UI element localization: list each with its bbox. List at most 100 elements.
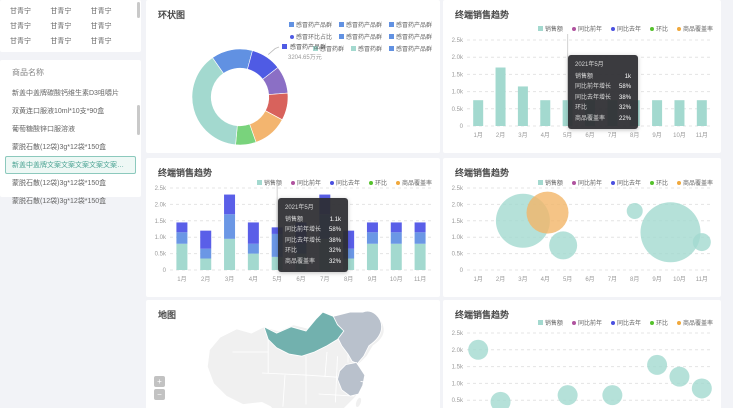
- product-item[interactable]: 双黄连口服液10ml*10支*90盒: [12, 108, 105, 115]
- legend-item[interactable]: 同比前年: [571, 178, 602, 187]
- product-item[interactable]: 新盖中盖牌文案文案文案文案文案文案...: [5, 156, 136, 174]
- region-item[interactable]: 甘青宁: [50, 8, 72, 15]
- svg-text:2月: 2月: [201, 276, 210, 283]
- product-scrollbar[interactable]: [137, 105, 140, 135]
- svg-text:9月: 9月: [652, 276, 661, 283]
- legend-item[interactable]: 感冒药产品群: [338, 20, 382, 29]
- region-item[interactable]: 甘青宁: [50, 38, 72, 45]
- tooltip-row: 同比去年增长 38%: [575, 93, 631, 104]
- region-item[interactable]: 甘青宁: [10, 8, 31, 15]
- region-item[interactable]: 甘青宁: [90, 23, 112, 30]
- donut-callout-label: 感冒药产品群: [282, 42, 326, 51]
- bar-legend: 销售额 同比前年 同比去年 环比 商品覆盖率: [537, 24, 713, 33]
- legend-label: 环比: [655, 321, 668, 327]
- legend-label: 感冒药产品群: [345, 35, 382, 41]
- donut-chart-card: 环状图 感冒药产品群 感冒药产品群 感冒药产品群 感冒环比占比 感冒药产品群 感冒药产品群…: [146, 0, 440, 153]
- donut-card-title: 环状图: [158, 10, 186, 20]
- stacked-bar-chart-card: 终端销售趋势 销售额 同比前年 同比去年 环比 商品覆盖率 0 0.5k 1.0k 1.5k 2…: [146, 158, 440, 297]
- legend-item[interactable]: 环比: [368, 178, 387, 187]
- legend-item[interactable]: 同比前年: [290, 178, 321, 187]
- svg-text:5月: 5月: [563, 276, 572, 283]
- region-item[interactable]: 甘青宁: [90, 8, 112, 15]
- svg-text:3月: 3月: [518, 276, 527, 283]
- legend-item[interactable]: 感冒药产品群: [388, 20, 432, 29]
- legend-item[interactable]: 同比去年: [329, 178, 360, 187]
- map-zoom-in-button[interactable]: +: [154, 376, 165, 387]
- svg-text:0.5k: 0.5k: [452, 398, 464, 404]
- legend-dot-icon: [649, 320, 654, 325]
- legend-square-icon: [388, 34, 394, 39]
- product-item[interactable]: 蒙脱石散(12袋)3g*12袋*150盒: [12, 180, 107, 187]
- product-item[interactable]: 蒙脱石散(12袋)3g*12袋*150盒: [12, 144, 107, 151]
- legend-item[interactable]: 销售额: [537, 24, 563, 33]
- svg-text:11月: 11月: [696, 276, 708, 283]
- legend-item[interactable]: 商品覆盖率: [676, 318, 713, 327]
- legend-dot-icon: [368, 180, 373, 185]
- tooltip-row-value: 1k: [624, 73, 632, 80]
- legend-square-icon: [388, 22, 394, 27]
- svg-text:11月: 11月: [414, 276, 426, 283]
- svg-text:6月: 6月: [585, 276, 594, 283]
- legend-item[interactable]: 同比去年: [610, 178, 641, 187]
- svg-text:0: 0: [460, 268, 464, 274]
- legend-label: 同比去年: [335, 181, 360, 187]
- legend-item[interactable]: 感冒药群: [350, 44, 382, 53]
- product-item[interactable]: 新盖中盖牌碳酸钙维生素D3咀嚼片: [12, 90, 119, 97]
- bubble-chart[interactable]: 0 0.5k 1.0k 1.5k 2.0k 2.5k 1月 2月 3月 4月 5月 6月 7月 8月 9月 1…: [443, 158, 721, 297]
- region-item[interactable]: 甘青宁: [90, 38, 112, 45]
- legend-label: 环比: [655, 181, 668, 187]
- legend-item[interactable]: 感冒环比占比: [289, 32, 332, 41]
- legend-item[interactable]: 销售额: [537, 318, 563, 327]
- tooltip-row: 销售额 1k: [575, 72, 631, 83]
- legend-item[interactable]: 感冒药产品群: [288, 20, 332, 29]
- legend-item[interactable]: 感冒药产品群: [388, 32, 432, 41]
- legend-dot-icon: [676, 320, 681, 325]
- legend-item[interactable]: 感冒药产品群: [388, 44, 432, 53]
- map-zoom-out-button[interactable]: −: [154, 389, 165, 400]
- svg-text:1.0k: 1.0k: [452, 90, 464, 96]
- svg-text:2.5k: 2.5k: [155, 186, 167, 192]
- svg-text:1月: 1月: [474, 276, 483, 283]
- legend-item[interactable]: 环比: [649, 178, 668, 187]
- legend-item[interactable]: 同比前年: [571, 318, 602, 327]
- legend-item[interactable]: 环比: [649, 24, 668, 33]
- svg-text:1.5k: 1.5k: [155, 219, 167, 225]
- product-item[interactable]: 葡萄糖酸锌口服溶液: [12, 126, 75, 133]
- svg-text:4月: 4月: [541, 132, 550, 139]
- region-item[interactable]: 甘青宁: [10, 38, 31, 45]
- svg-text:1.0k: 1.0k: [155, 235, 167, 241]
- legend-label: 销售额: [263, 181, 282, 187]
- bubble-legend: 销售额 同比前年 同比去年 环比 商品覆盖率: [537, 178, 713, 187]
- legend-item[interactable]: 同比前年: [571, 24, 602, 33]
- legend-item[interactable]: 销售额: [537, 178, 563, 187]
- legend-item[interactable]: 同比去年: [610, 24, 641, 33]
- svg-text:3月: 3月: [225, 276, 234, 283]
- legend-label: 同比前年: [577, 181, 602, 187]
- region-scrollbar[interactable]: [137, 2, 140, 18]
- svg-text:1.5k: 1.5k: [452, 72, 464, 78]
- scatter-chart[interactable]: 00.5k1.0k1.5k2.0k2.5k1月2月3月4月5月6月7月8月9月1…: [443, 300, 721, 408]
- map-card: 地图 + −: [146, 300, 440, 408]
- region-item[interactable]: 甘青宁: [50, 23, 72, 30]
- svg-text:10月: 10月: [390, 276, 403, 283]
- region-item[interactable]: 甘青宁: [10, 23, 31, 30]
- legend-item[interactable]: 商品覆盖率: [676, 24, 713, 33]
- product-list: 新盖中盖牌碳酸钙维生素D3咀嚼片 双黄连口服液10ml*10支*90盒 葡萄糖酸锌口…: [0, 84, 141, 210]
- bubble-card-title: 终端销售趋势: [455, 168, 510, 178]
- legend-item[interactable]: 商品覆盖率: [395, 178, 432, 187]
- svg-text:7月: 7月: [608, 276, 617, 283]
- svg-text:0.5k: 0.5k: [452, 107, 464, 113]
- legend-item[interactable]: 感冒药群: [312, 44, 344, 53]
- legend-item[interactable]: 销售额: [256, 178, 282, 187]
- china-map[interactable]: [146, 300, 440, 408]
- svg-text:8月: 8月: [630, 276, 639, 283]
- donut-chart[interactable]: [146, 0, 440, 153]
- legend-item[interactable]: 感冒药产品群: [338, 32, 382, 41]
- legend-item[interactable]: 商品覆盖率: [676, 178, 713, 187]
- legend-item[interactable]: 环比: [649, 318, 668, 327]
- product-item[interactable]: 蒙脱石散(12袋)3g*12袋*150盒: [12, 198, 107, 205]
- legend-item[interactable]: 同比去年: [610, 318, 641, 327]
- svg-text:0: 0: [163, 268, 167, 274]
- tooltip-row-label: 同比前年增长: [575, 84, 612, 90]
